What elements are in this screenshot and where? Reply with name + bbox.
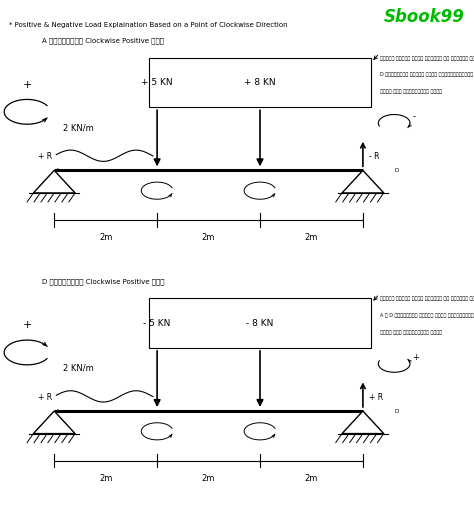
- Text: 2m: 2m: [99, 233, 112, 243]
- Text: 2 KN/m: 2 KN/m: [63, 364, 93, 373]
- Text: + R: + R: [38, 153, 52, 161]
- Bar: [149, 298, 371, 348]
- Text: D বিন্দুতে Clockwise Positive হলে: D বিন্দুতে Clockwise Positive হলে: [42, 278, 164, 285]
- Text: যাতে বীম সামার্স্য থাকে: যাতে বীম সামার্স্য থাকে: [380, 89, 442, 94]
- Text: 2m: 2m: [99, 474, 112, 483]
- Text: A বিন্দুতে Clockwise Positive হলে: A বিন্দুতে Clockwise Positive হলে: [42, 37, 164, 44]
- Bar: [149, 58, 371, 108]
- Text: এখানে নিচের দিকে উর্ধ্ব বল প্রযোগ হয়েছে তাই: এখানে নিচের দিকে উর্ধ্ব বল প্রযোগ হয়েছে…: [380, 55, 474, 60]
- Polygon shape: [342, 170, 384, 193]
- Text: 2m: 2m: [202, 474, 215, 483]
- Text: 2m: 2m: [305, 233, 318, 243]
- Text: যাতে বীম সামার্স্য থাকে: যাতে বীম সামার্স্য থাকে: [380, 330, 442, 335]
- Text: 2 KN/m: 2 KN/m: [63, 123, 93, 132]
- Text: A ও D বিন্দুতে উপরের দিকে প্রতিক্রিয়া বল নিতে হবে: A ও D বিন্দুতে উপরের দিকে প্রতিক্রিয়া ব…: [380, 313, 474, 318]
- Text: +: +: [412, 353, 419, 362]
- Text: + R: + R: [369, 393, 383, 402]
- Text: +: +: [22, 80, 32, 90]
- Text: + R: + R: [38, 393, 52, 402]
- Text: - 8 KN: - 8 KN: [246, 318, 273, 328]
- Text: Sbook99: Sbook99: [383, 8, 465, 26]
- Text: - 5 KN: - 5 KN: [144, 318, 171, 328]
- Text: এখানে নিচের দিকে উর্ধ্ব বল প্রযোগ হয়েছে তাই: এখানে নিচের দিকে উর্ধ্ব বল প্রযোগ হয়েছে…: [380, 296, 474, 301]
- Text: A: A: [56, 409, 60, 414]
- Text: D: D: [394, 409, 399, 414]
- Text: -: -: [412, 112, 415, 121]
- Text: A: A: [56, 168, 60, 173]
- Text: + 8 KN: + 8 KN: [244, 78, 276, 87]
- Text: +: +: [22, 321, 32, 330]
- Text: * Positive & Negative Load Explaination Based on a Point of Clockwise Direction: * Positive & Negative Load Explaination …: [9, 22, 288, 28]
- Polygon shape: [33, 411, 75, 434]
- Text: - R: - R: [369, 153, 380, 161]
- Polygon shape: [342, 411, 384, 434]
- Text: + 5 KN: + 5 KN: [141, 78, 173, 87]
- Text: 2m: 2m: [305, 474, 318, 483]
- Polygon shape: [33, 170, 75, 193]
- Text: D বিন্দুতে উপরের দিকে প্রতিক্রিয়া বল নিতে হবে: D বিন্দুতে উপরের দিকে প্রতিক্রিয়া বল নি…: [380, 72, 474, 77]
- Text: 2m: 2m: [202, 233, 215, 243]
- Text: D: D: [394, 168, 399, 173]
